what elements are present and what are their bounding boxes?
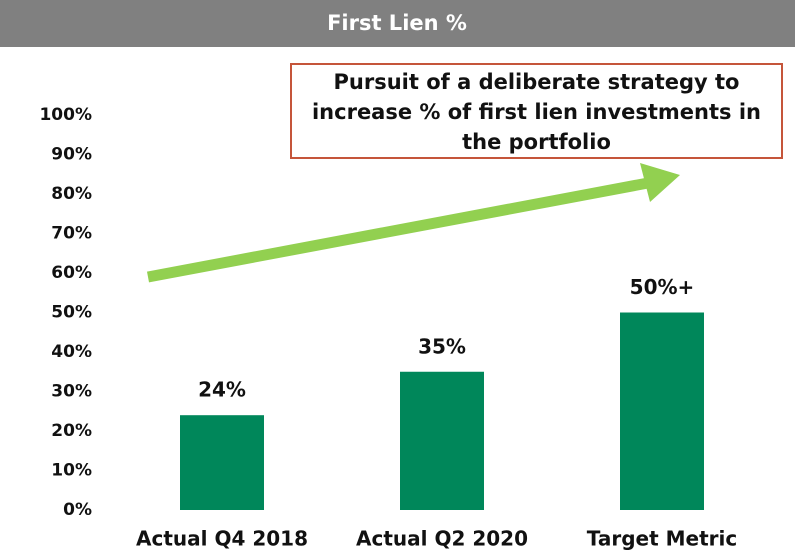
x-tick-label: Target Metric — [587, 527, 737, 551]
y-tick-label: 40% — [51, 342, 92, 362]
y-tick-label: 70% — [51, 224, 92, 244]
value-label: 35% — [418, 334, 466, 358]
bar — [620, 312, 704, 510]
y-tick-label: 50% — [51, 303, 92, 323]
annotation: Pursuit of a deliberate strategy to incr… — [290, 63, 783, 159]
y-tick-label: 80% — [51, 184, 92, 204]
y-tick-label: 10% — [51, 461, 92, 481]
y-tick-label: 90% — [51, 145, 92, 165]
trend-arrow — [146, 163, 680, 283]
y-tick-label: 20% — [51, 421, 92, 441]
chart-title: First Lien % — [327, 11, 467, 35]
value-label: 50%+ — [630, 275, 695, 299]
x-tick-label: Actual Q4 2018 — [136, 527, 308, 551]
y-tick-label: 0% — [63, 500, 92, 520]
y-tick-label: 30% — [51, 382, 92, 402]
bar — [400, 371, 484, 510]
value-label: 24% — [198, 378, 246, 402]
title-bar — [0, 0, 795, 47]
y-tick-label: 100% — [39, 105, 92, 125]
y-tick-label: 60% — [51, 263, 92, 283]
x-tick-label: Actual Q2 2020 — [356, 527, 528, 551]
bar — [180, 415, 264, 510]
